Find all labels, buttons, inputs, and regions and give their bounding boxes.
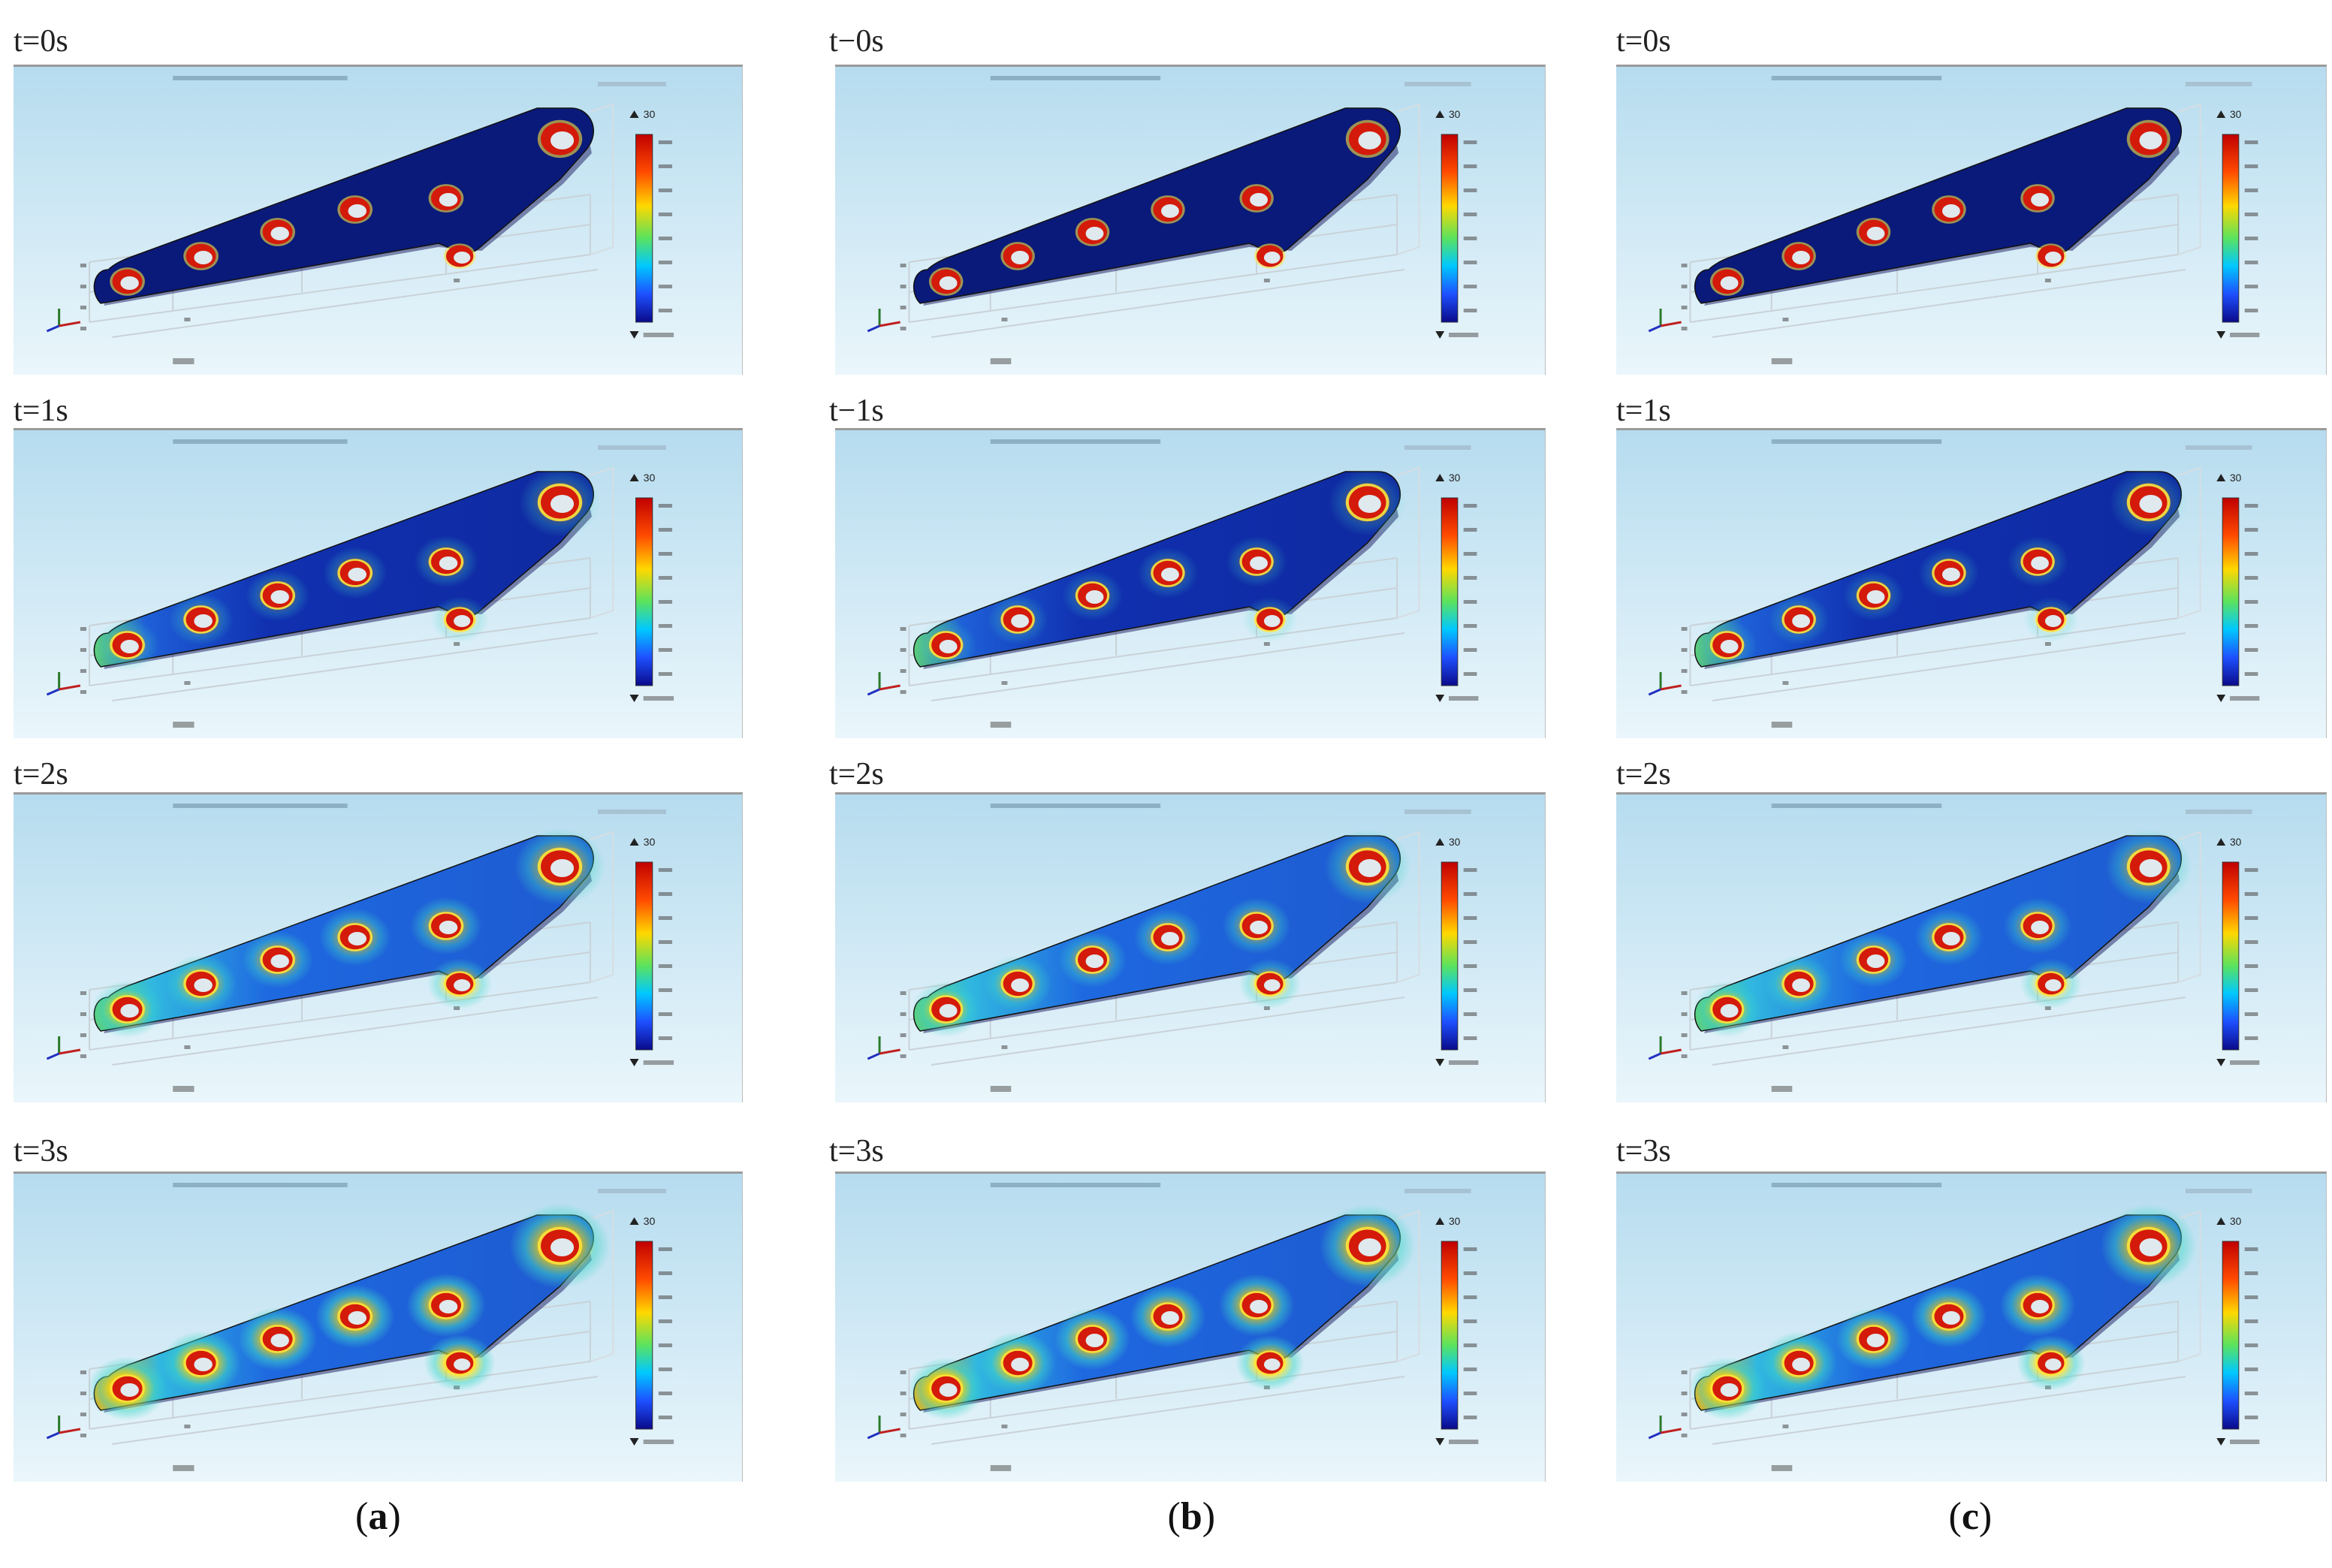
time-label-c-3: t=3s <box>1616 1134 1671 1168</box>
time-label-c-2: t=2s <box>1616 757 1671 792</box>
time-label-a-3: t=3s <box>14 1134 68 1168</box>
simulation-panel-c-0: 30 <box>1616 65 2327 375</box>
axis-triad <box>1648 672 1682 696</box>
colorbar-max-label: 30 <box>2230 108 2242 120</box>
colorbar: 30 <box>1435 1215 1479 1446</box>
simulation-panel-c-1: 30 <box>1616 428 2327 738</box>
colorbar: 30 <box>1435 472 1479 702</box>
axis-triad <box>867 1036 901 1060</box>
time-label-a-1: t=1s <box>14 394 68 428</box>
axis-triad <box>46 309 81 333</box>
subfigure-label-c: (c) <box>1948 1495 1993 1538</box>
axis-triad <box>46 672 81 696</box>
subfigure-letter: c <box>1961 1495 1979 1538</box>
time-label-b-3: t=3s <box>829 1134 884 1168</box>
colorbar: 30 <box>2216 1215 2260 1446</box>
colorbar-max-label: 30 <box>2230 836 2242 848</box>
axis-triad <box>1648 1416 1682 1440</box>
simulation-panel-b-0: 30 <box>835 65 1546 375</box>
colorbar-max-label: 30 <box>1449 836 1461 848</box>
colorbar-max-label: 30 <box>644 836 656 848</box>
subfigure-letter: a <box>368 1495 388 1538</box>
simulation-panel-a-2: 30 <box>14 792 743 1102</box>
axis-triad <box>867 1416 901 1440</box>
colorbar-max-label: 30 <box>2230 472 2242 484</box>
colorbar-max-label: 30 <box>1449 108 1461 120</box>
simulation-panel-a-3: 30 <box>14 1171 743 1482</box>
time-label-a-0: t=0s <box>14 24 68 59</box>
subfigure-label-a: (a) <box>355 1495 401 1538</box>
colorbar: 30 <box>1435 836 1479 1066</box>
colorbar: 30 <box>629 1215 674 1446</box>
colorbar: 30 <box>1435 108 1479 339</box>
time-label-b-0: t−0s <box>829 24 884 59</box>
simulation-panel-c-2: 30 <box>1616 792 2327 1102</box>
axis-triad <box>1648 1036 1682 1060</box>
colorbar: 30 <box>629 836 674 1066</box>
simulation-panel-a-0: 30 <box>14 65 743 375</box>
axis-triad <box>867 672 901 696</box>
axis-triad <box>46 1036 81 1060</box>
colorbar-max-label: 30 <box>1449 472 1461 484</box>
simulation-panel-b-3: 30 <box>835 1171 1546 1482</box>
simulation-panel-b-1: 30 <box>835 428 1546 738</box>
subfigure-letter: b <box>1180 1495 1202 1538</box>
colorbar-max-label: 30 <box>2230 1215 2242 1227</box>
simulation-panel-a-1: 30 <box>14 428 743 738</box>
axis-triad <box>1648 309 1682 333</box>
time-label-a-2: t=2s <box>14 757 68 792</box>
axis-triad <box>46 1416 81 1440</box>
colorbar: 30 <box>2216 108 2260 339</box>
time-label-c-1: t=1s <box>1616 394 1671 428</box>
time-label-b-1: t−1s <box>829 394 884 428</box>
axis-triad <box>867 309 901 333</box>
colorbar: 30 <box>629 108 674 339</box>
simulation-panel-c-3: 30 <box>1616 1171 2327 1482</box>
time-label-c-0: t=0s <box>1616 24 1671 59</box>
colorbar-max-label: 30 <box>644 1215 656 1227</box>
colorbar-max-label: 30 <box>644 108 656 120</box>
colorbar-max-label: 30 <box>1449 1215 1461 1227</box>
colorbar: 30 <box>629 472 674 702</box>
colorbar-max-label: 30 <box>644 472 656 484</box>
subfigure-label-b: (b) <box>1167 1495 1216 1538</box>
colorbar: 30 <box>2216 836 2260 1066</box>
simulation-panel-b-2: 30 <box>835 792 1546 1102</box>
colorbar: 30 <box>2216 472 2260 702</box>
time-label-b-2: t=2s <box>829 757 884 792</box>
